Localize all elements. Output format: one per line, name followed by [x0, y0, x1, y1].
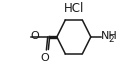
Text: O: O: [30, 31, 39, 41]
Text: 2: 2: [109, 35, 114, 44]
Text: O: O: [40, 53, 49, 63]
Text: NH: NH: [101, 31, 118, 41]
Text: HCl: HCl: [64, 2, 84, 15]
